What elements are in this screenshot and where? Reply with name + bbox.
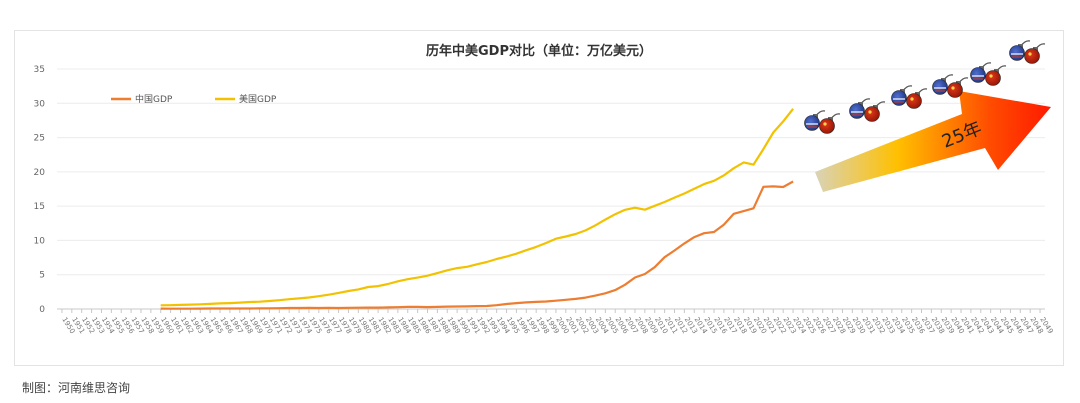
bomb-icon (985, 65, 1007, 86)
bomb-icon (906, 88, 928, 109)
bomb-cap (979, 66, 984, 70)
bomb-icon (849, 98, 871, 119)
bomb-cap (813, 114, 818, 118)
y-tick-label: 35 (34, 65, 45, 75)
legend-label: 美国GDP (239, 93, 277, 105)
bomb-icons (804, 40, 1046, 134)
bomb-body (891, 90, 907, 106)
bomb-cap (994, 69, 999, 73)
bomb-body (906, 93, 922, 109)
flag-star (868, 110, 872, 114)
series-lines (160, 108, 794, 310)
bomb-body (864, 106, 880, 122)
bomb-cap (1018, 44, 1023, 48)
flag-star (989, 74, 993, 78)
bomb-icon (1009, 40, 1031, 61)
bomb-cap (1033, 47, 1038, 51)
y-tick-label: 25 (34, 134, 45, 144)
bomb-icon (1024, 43, 1046, 64)
bomb-body (1009, 45, 1025, 61)
series-line (160, 108, 794, 307)
bomb-icon (932, 74, 954, 95)
bomb-body (985, 70, 1001, 86)
y-tick-label: 10 (34, 236, 46, 246)
bomb-cap (956, 81, 961, 85)
bomb-icon (947, 77, 969, 98)
bomb-cap (941, 78, 946, 82)
bomb-icon (864, 101, 886, 122)
y-tick-label: 30 (34, 99, 46, 109)
flag-star (823, 122, 827, 126)
bomb-icon (804, 110, 826, 131)
bomb-cap (873, 105, 878, 109)
chart-title: 历年中美GDP对比（单位：万亿美元） (426, 43, 652, 59)
bomb-icon (819, 113, 841, 134)
bomb-body (932, 79, 948, 95)
y-tick-label: 0 (39, 305, 45, 315)
bomb-body (819, 118, 835, 134)
growth-arrow-icon (815, 91, 1051, 192)
bomb-body (1024, 48, 1040, 64)
flag-star (1028, 52, 1032, 56)
gdp-line-chart: 历年中美GDP对比（单位：万亿美元） 0 5 10 15 20 25 30 35 195019… (34, 40, 1055, 336)
y-tick-label: 5 (39, 271, 45, 281)
bomb-cap (915, 92, 920, 96)
bomb-body (849, 103, 865, 119)
y-tick-label: 20 (34, 168, 46, 178)
series-line (160, 180, 794, 310)
legend[interactable]: 中国GDP 美国GDP (111, 93, 277, 105)
y-axis: 0 5 10 15 20 25 30 35 (34, 65, 46, 315)
chart-frame: 历年中美GDP对比（单位：万亿美元） 0 5 10 15 20 25 30 35 1950 19… (14, 30, 1064, 366)
x-axis: 1950195119521953195419551956195719581959… (60, 309, 1055, 336)
bomb-body (970, 67, 986, 83)
bomb-icon (891, 85, 913, 106)
bomb-cap (900, 89, 905, 93)
bomb-icon (970, 62, 992, 83)
legend-label: 中国GDP (135, 93, 173, 105)
bomb-cap (858, 102, 863, 106)
flag-star (951, 86, 955, 90)
bomb-body (947, 82, 963, 98)
y-tick-label: 15 (34, 202, 45, 212)
bomb-body (804, 115, 820, 131)
growth-arrow-annotation: 25年 (815, 91, 1051, 192)
flag-star (910, 97, 914, 101)
bomb-cap (828, 117, 833, 121)
chart-credit: 制图：河南维思咨询 (22, 381, 131, 395)
